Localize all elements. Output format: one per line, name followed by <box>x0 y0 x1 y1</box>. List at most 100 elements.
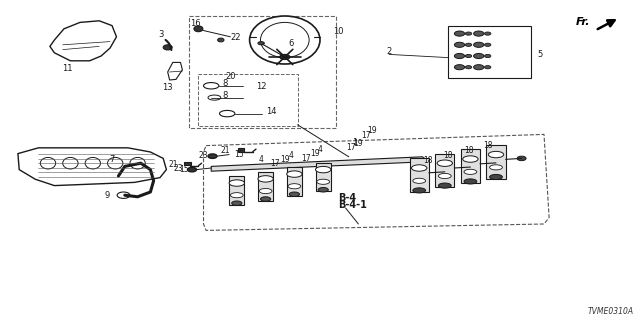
Ellipse shape <box>258 42 264 45</box>
Text: 10: 10 <box>333 28 343 36</box>
Ellipse shape <box>208 154 217 158</box>
Text: 5: 5 <box>538 50 543 59</box>
Ellipse shape <box>220 110 235 117</box>
Text: B-4-1: B-4-1 <box>338 200 367 211</box>
Text: 18: 18 <box>465 146 474 155</box>
Text: 4: 4 <box>259 156 264 164</box>
Ellipse shape <box>229 180 244 186</box>
Ellipse shape <box>85 157 100 169</box>
Text: 6: 6 <box>289 39 294 48</box>
Ellipse shape <box>130 157 145 169</box>
Bar <box>238 148 244 152</box>
Ellipse shape <box>474 31 484 36</box>
Ellipse shape <box>484 32 491 35</box>
Text: 4: 4 <box>289 151 294 160</box>
Text: 19: 19 <box>280 155 290 164</box>
Ellipse shape <box>492 161 500 165</box>
Ellipse shape <box>289 192 300 196</box>
Text: 18: 18 <box>483 141 492 150</box>
Text: 7: 7 <box>109 156 115 164</box>
Ellipse shape <box>474 53 484 59</box>
Ellipse shape <box>412 165 427 171</box>
Ellipse shape <box>454 65 465 70</box>
Ellipse shape <box>490 165 502 170</box>
Ellipse shape <box>484 66 491 69</box>
Ellipse shape <box>163 45 172 50</box>
Ellipse shape <box>490 174 502 180</box>
Polygon shape <box>410 158 429 192</box>
Polygon shape <box>287 167 302 196</box>
Ellipse shape <box>188 167 196 172</box>
Ellipse shape <box>250 16 320 64</box>
Ellipse shape <box>440 170 449 174</box>
Ellipse shape <box>454 42 465 47</box>
Text: 12: 12 <box>256 82 266 91</box>
Ellipse shape <box>259 188 272 194</box>
Text: 2: 2 <box>387 47 392 56</box>
Text: 3: 3 <box>159 30 164 39</box>
Polygon shape <box>486 145 506 179</box>
Ellipse shape <box>464 179 477 184</box>
Text: 19: 19 <box>367 126 378 135</box>
Polygon shape <box>18 148 166 186</box>
Ellipse shape <box>413 178 426 183</box>
Bar <box>184 162 191 165</box>
Ellipse shape <box>232 201 242 205</box>
Text: 18: 18 <box>444 151 452 160</box>
Ellipse shape <box>466 165 475 169</box>
Ellipse shape <box>465 66 472 69</box>
Ellipse shape <box>317 179 330 184</box>
Text: 18: 18 <box>423 156 432 165</box>
Text: Fr.: Fr. <box>576 17 591 27</box>
Ellipse shape <box>464 169 477 174</box>
Bar <box>189 16 336 128</box>
Text: 19: 19 <box>310 149 320 158</box>
Ellipse shape <box>438 173 451 179</box>
Text: 9: 9 <box>105 191 110 200</box>
Ellipse shape <box>260 197 271 201</box>
Ellipse shape <box>117 192 130 198</box>
Text: B-4: B-4 <box>338 193 356 203</box>
Ellipse shape <box>208 95 221 100</box>
Ellipse shape <box>465 54 472 58</box>
Text: 16: 16 <box>190 19 200 28</box>
Ellipse shape <box>115 174 125 180</box>
Ellipse shape <box>413 188 426 193</box>
Text: 17: 17 <box>270 159 280 168</box>
Ellipse shape <box>517 156 526 161</box>
Bar <box>448 26 531 78</box>
Ellipse shape <box>465 43 472 46</box>
Ellipse shape <box>218 38 224 42</box>
Ellipse shape <box>287 171 302 177</box>
Ellipse shape <box>454 53 465 59</box>
Ellipse shape <box>230 193 243 198</box>
Text: 8: 8 <box>223 91 228 100</box>
Text: 14: 14 <box>266 107 276 116</box>
Text: 17: 17 <box>301 154 311 163</box>
Polygon shape <box>229 176 244 205</box>
Ellipse shape <box>484 43 491 46</box>
Polygon shape <box>461 149 480 183</box>
Polygon shape <box>168 62 182 80</box>
Text: 17: 17 <box>346 143 356 152</box>
Text: 19: 19 <box>353 139 364 148</box>
Text: 21: 21 <box>168 160 177 169</box>
Text: 17: 17 <box>361 131 371 140</box>
Ellipse shape <box>463 156 478 162</box>
Text: 4: 4 <box>317 145 323 154</box>
Ellipse shape <box>465 32 472 35</box>
Text: 23: 23 <box>198 151 209 160</box>
Ellipse shape <box>204 83 219 89</box>
Ellipse shape <box>474 42 484 47</box>
Bar <box>198 74 298 126</box>
Text: 15: 15 <box>234 150 244 159</box>
Polygon shape <box>435 154 454 187</box>
Ellipse shape <box>488 151 504 158</box>
Ellipse shape <box>316 166 331 173</box>
Ellipse shape <box>438 183 451 188</box>
Text: 23: 23 <box>173 164 183 173</box>
Ellipse shape <box>40 157 56 169</box>
Polygon shape <box>50 21 116 61</box>
Ellipse shape <box>258 176 273 182</box>
Polygon shape <box>258 172 273 201</box>
